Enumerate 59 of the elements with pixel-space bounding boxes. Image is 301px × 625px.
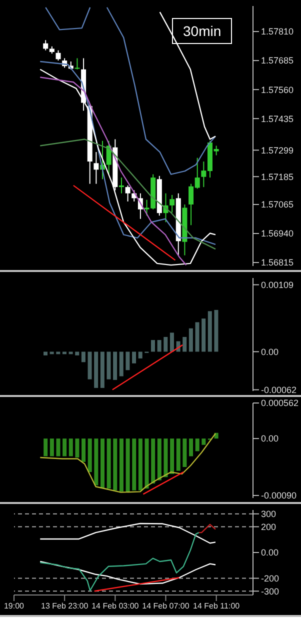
y-tick-label: 1.57810 — [261, 26, 294, 37]
candlestick — [125, 184, 130, 202]
y-tick-label: 1.57065 — [261, 200, 294, 210]
bar — [119, 352, 124, 376]
y-tick-label: 200 — [261, 522, 276, 532]
y-tick-label: -0.00090 — [261, 490, 297, 501]
bar — [214, 310, 218, 352]
y-tick-label: 0.00 — [261, 548, 279, 558]
y-tick-label: 1.56940 — [261, 228, 294, 239]
bar — [56, 352, 60, 354]
y-tick-label: 1.57299 — [261, 145, 294, 156]
y-tick-label: 0.00109 — [261, 280, 294, 290]
x-tick-label: 13 Feb 23:00 — [41, 602, 89, 611]
x-tick-label: 14 Feb 07:00 — [142, 602, 190, 611]
candlestick — [56, 50, 61, 62]
y-tick-label: 1.56815 — [261, 258, 294, 268]
bar — [50, 352, 54, 354]
bar — [62, 352, 66, 354]
bar — [208, 311, 212, 352]
bar — [100, 352, 104, 388]
bar — [164, 336, 168, 352]
bar — [81, 352, 86, 362]
bar — [44, 352, 48, 356]
y-tick-label: -300 — [261, 586, 280, 596]
bar — [138, 352, 142, 358]
bar — [68, 352, 73, 354]
annotation: 30min — [172, 18, 232, 44]
y-tick-label: 300 — [261, 509, 276, 520]
candlestick — [170, 194, 175, 214]
bar — [106, 352, 111, 380]
x-tick-label: 14 Feb 03:00 — [92, 602, 140, 611]
candlestick — [94, 152, 99, 184]
bar — [94, 352, 98, 388]
y-tick-label: 1.57185 — [261, 172, 294, 182]
candlestick — [43, 40, 48, 51]
bar — [126, 352, 130, 370]
bar — [75, 352, 80, 356]
y-tick-label: 0.000562 — [261, 398, 299, 408]
bar — [170, 332, 174, 352]
y-tick-label: 0.00 — [261, 434, 279, 444]
candlestick — [118, 177, 124, 194]
y-tick-label: 1.57560 — [261, 84, 294, 95]
y-tick-label: -0.00062 — [261, 384, 297, 395]
y-tick-label: -200 — [261, 573, 280, 584]
bar — [157, 340, 162, 352]
y-tick-label: 1.57435 — [261, 114, 294, 124]
bar — [150, 340, 155, 352]
candlestick — [74, 58, 80, 70]
x-tick-label: 14 Feb 11:00 — [193, 602, 240, 611]
y-tick-label: 1.57685 — [261, 56, 294, 66]
bar — [202, 318, 206, 352]
bar — [132, 352, 136, 364]
bar — [182, 336, 187, 352]
bar — [113, 352, 118, 380]
x-tick-label: 19:00 — [4, 602, 25, 611]
bar — [88, 352, 92, 380]
bar — [195, 322, 200, 352]
y-tick-label: 0.00 — [261, 346, 279, 357]
bar — [188, 328, 193, 352]
